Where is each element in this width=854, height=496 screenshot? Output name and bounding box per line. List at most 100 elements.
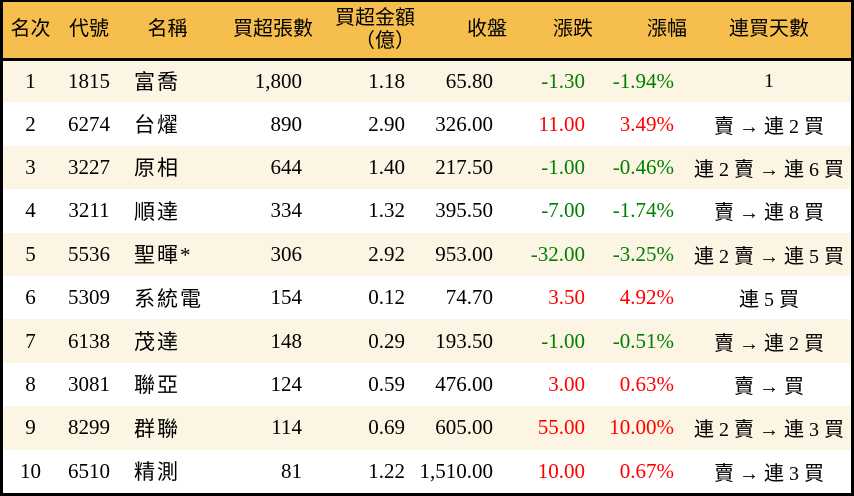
column-header-volume: 買超張數	[215, 2, 313, 61]
cell-code: 3227	[68, 154, 110, 179]
table-row: 5 5536 聖暉* 306 2.92 953.00 -32.00 -3.25% 連 2 賣 →…	[3, 232, 851, 276]
cell-close: 395.50	[435, 198, 493, 223]
cell-amount: 2.92	[368, 241, 405, 266]
cell-name: 系統電	[134, 286, 203, 311]
header-row: 名次 代號 名稱 買超張數 買超金額 （億） 收盤 漲跌 漲幅 連買天數	[3, 2, 851, 61]
cell-code: 1815	[68, 68, 110, 93]
table-row: 3 3227 原相 644 1.40 217.50 -1.00 -0.46% 連 2 賣 → 連…	[3, 145, 851, 190]
cell-rank: 2	[25, 111, 36, 136]
cell-name: 精測	[134, 460, 180, 485]
cell-volume: 644	[270, 154, 303, 179]
cell-rank: 4	[25, 198, 36, 223]
cell-volume: 114	[271, 415, 302, 440]
cell-streak: 賣 → 買	[734, 375, 804, 398]
cell-name: 聯亞	[134, 373, 180, 398]
column-header-code: 代號	[58, 2, 120, 61]
cell-amount: 0.69	[368, 415, 405, 440]
cell-code: 8299	[68, 415, 110, 440]
column-header-amount-line1: 買超金額	[335, 6, 415, 29]
cell-streak: 連 2 賣 → 連 6 買	[694, 158, 844, 181]
cell-change: -1.00	[541, 154, 585, 179]
cell-amount: 1.22	[368, 458, 405, 483]
cell-change: -1.30	[541, 68, 585, 93]
cell-volume: 124	[270, 371, 303, 396]
cell-pct: -0.46%	[612, 154, 674, 179]
cell-volume: 148	[270, 328, 303, 353]
cell-amount: 1.32	[368, 198, 405, 223]
cell-close: 193.50	[435, 328, 493, 353]
cell-pct: 10.00%	[609, 415, 674, 440]
table-row: 8 3081 聯亞 124 0.59 476.00 3.00 0.63% 賣 → 買	[3, 362, 851, 407]
cell-streak: 賣 → 連 2 買	[714, 115, 824, 138]
cell-rank: 9	[25, 415, 36, 440]
cell-rank: 3	[25, 154, 36, 179]
table-header: 名次 代號 名稱 買超張數 買超金額 （億） 收盤 漲跌 漲幅 連買天數	[3, 2, 851, 61]
cell-close: 217.50	[435, 154, 493, 179]
cell-code: 3211	[68, 198, 110, 223]
cell-close: 65.80	[445, 68, 493, 93]
cell-rank: 8	[25, 371, 36, 396]
cell-streak: 1	[764, 69, 774, 92]
cell-pct: -1.94%	[612, 68, 674, 93]
cell-close: 326.00	[435, 111, 493, 136]
cell-name: 台燿	[134, 113, 180, 138]
column-header-name: 名稱	[120, 2, 215, 61]
cell-streak: 賣 → 連 8 買	[714, 202, 824, 225]
cell-rank: 6	[25, 285, 36, 310]
cell-amount: 0.29	[368, 328, 405, 353]
cell-code: 6274	[68, 111, 110, 136]
cell-name: 富喬	[134, 70, 180, 95]
cell-pct: -3.25%	[612, 241, 674, 266]
table-row: 1 1815 富喬 1,800 1.18 65.80 -1.30 -1.94% 1	[3, 59, 851, 103]
cell-change: 3.00	[548, 371, 585, 396]
column-header-amount: 買超金額 （億）	[313, 2, 415, 61]
cell-code: 3081	[68, 371, 110, 396]
cell-volume: 306	[270, 241, 303, 266]
column-header-pct: 漲幅	[593, 2, 687, 61]
cell-amount: 1.40	[368, 154, 405, 179]
cell-code: 6138	[68, 328, 110, 353]
cell-volume: 1,800	[254, 68, 302, 93]
cell-code: 6510	[68, 458, 110, 483]
cell-name: 聖暉*	[134, 243, 193, 268]
cell-name: 群聯	[134, 416, 180, 441]
cell-rank: 7	[25, 328, 36, 353]
cell-change: -1.00	[541, 328, 585, 353]
cell-pct: 0.67%	[619, 458, 674, 483]
table-row: 9 8299 群聯 114 0.69 605.00 55.00 10.00% 連 2 賣 → 連…	[3, 406, 851, 450]
table-row: 6 5309 系統電 154 0.12 74.70 3.50 4.92% 連 5 買	[3, 275, 851, 320]
cell-close: 1,510.00	[419, 458, 494, 483]
cell-pct: -0.51%	[612, 328, 674, 353]
column-header-close: 收盤	[415, 2, 507, 61]
data-table: 名次 代號 名稱 買超張數 買超金額 （億） 收盤 漲跌 漲幅 連買天數 1 18…	[3, 2, 851, 493]
cell-volume: 334	[270, 198, 303, 223]
cell-close: 953.00	[435, 241, 493, 266]
cell-name: 茂達	[134, 330, 180, 355]
cell-pct: 0.63%	[619, 371, 674, 396]
cell-volume: 890	[270, 111, 303, 136]
cell-code: 5536	[68, 241, 110, 266]
cell-close: 476.00	[435, 371, 493, 396]
cell-close: 605.00	[435, 415, 493, 440]
cell-rank: 10	[20, 458, 41, 483]
cell-change: 55.00	[537, 415, 585, 440]
cell-pct: -1.74%	[612, 198, 674, 223]
cell-pct: 4.92%	[619, 285, 674, 310]
table-row: 2 6274 台燿 890 2.90 326.00 11.00 3.49% 賣 → 連 2 買	[3, 102, 851, 146]
cell-change: 11.00	[538, 111, 585, 136]
cell-volume: 81	[281, 458, 302, 483]
cell-streak: 連 5 買	[739, 289, 799, 312]
table-body: 1 1815 富喬 1,800 1.18 65.80 -1.30 -1.94% 1 2 6274 台燿…	[3, 59, 851, 493]
column-header-amount-line2: （億）	[355, 29, 415, 52]
cell-change: -32.00	[530, 241, 585, 266]
cell-name: 原相	[134, 156, 180, 181]
cell-rank: 1	[25, 68, 36, 93]
cell-change: 10.00	[537, 458, 585, 483]
cell-amount: 0.12	[368, 285, 405, 310]
column-header-streak: 連買天數	[687, 2, 851, 61]
cell-streak: 連 2 賣 → 連 3 買	[694, 419, 844, 442]
column-header-rank: 名次	[3, 2, 58, 61]
cell-code: 5309	[68, 285, 110, 310]
cell-rank: 5	[25, 241, 36, 266]
